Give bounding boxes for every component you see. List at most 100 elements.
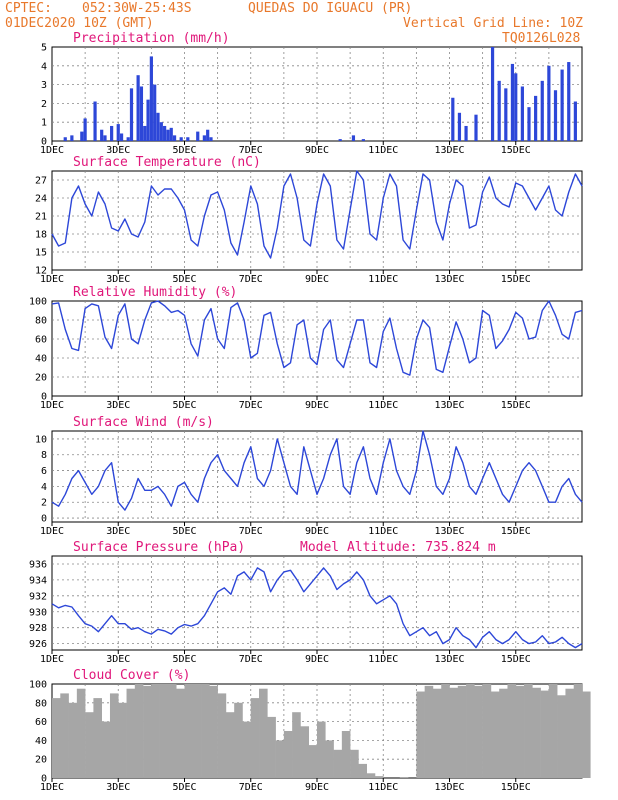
x-tick-label: 9DEC (305, 145, 329, 156)
y-tick-label: 100 (29, 297, 47, 308)
x-tick-label: 3DEC (106, 654, 130, 665)
cloud-bar (85, 712, 94, 778)
x-tick-label: 7DEC (239, 145, 263, 156)
precip-bar (361, 139, 365, 141)
cloud-bar (325, 740, 334, 778)
y-tick-label: 6 (41, 466, 47, 477)
precip-bar (169, 127, 173, 141)
y-tick-label: 0 (41, 137, 47, 148)
precip-bar (510, 63, 515, 141)
x-tick-label: 15DEC (501, 145, 531, 156)
cloud-bar (151, 684, 160, 778)
x-tick-label: 15DEC (501, 782, 531, 793)
precip-bar (202, 135, 206, 141)
cloud-bar (292, 712, 301, 778)
y-tick-label: 936 (29, 559, 47, 570)
x-tick-label: 5DEC (172, 400, 196, 411)
cloud-bar (234, 702, 243, 778)
x-tick-label: 5DEC (172, 654, 196, 665)
precip-bar (70, 135, 74, 141)
precip-bar (110, 125, 114, 141)
cloud-bar (317, 721, 326, 778)
y-tick-label: 21 (35, 212, 47, 223)
x-tick-label: 11DEC (368, 782, 398, 793)
x-tick-label: 5DEC (172, 782, 196, 793)
coordinates: 052:30W-25:43S (82, 1, 192, 16)
y-tick-label: 5 (41, 43, 47, 54)
cloud-bar (275, 740, 285, 778)
y-tick-label: 80 (35, 698, 47, 709)
precip-bar (457, 112, 462, 141)
precip-bar (156, 112, 160, 141)
cloud-bar (482, 684, 492, 778)
precip-bar (103, 135, 107, 141)
precip-bar (153, 84, 157, 141)
cloud-bar (515, 685, 525, 778)
x-tick-label: 11DEC (368, 274, 398, 285)
precip-bar (129, 88, 134, 141)
precip-bar (553, 90, 558, 141)
precip-bar (100, 129, 104, 141)
cloud-bar (416, 691, 425, 778)
precip-bar (540, 80, 544, 141)
chart-header: CPTEC: 052:30W-25:43S QUEDAS DO IGUACU (… (0, 0, 618, 48)
cloud-bar (76, 688, 86, 778)
cloud-bar (565, 688, 575, 778)
series-line (51, 300, 583, 376)
y-tick-label: 8 (41, 450, 47, 461)
y-tick-label: 1 (41, 118, 47, 129)
cloud-bar (225, 712, 235, 778)
x-tick-label: 13DEC (434, 274, 464, 285)
precip-bar (573, 101, 577, 141)
precip-bar (547, 65, 551, 141)
x-tick-label: 15DEC (501, 526, 531, 537)
cloud-bar (242, 721, 252, 778)
panel-1: 0 1 2 3 4 5 1DEC 3DEC 5DEC 7DEC 9DEC 11DEC 13DEC 15DE… (40, 31, 583, 156)
precip-bar (497, 80, 501, 141)
cloud-bar (250, 698, 260, 778)
cloud-bar (540, 690, 550, 778)
cloud-bar (573, 684, 583, 778)
cloud-bar (68, 702, 78, 778)
x-tick-label: 13DEC (434, 400, 464, 411)
cloud-bar (259, 688, 268, 778)
cloud-bar (143, 685, 152, 778)
panel-2: 12 15 18 21 24 27 1DEC 3DEC 5DEC 7DEC 9DEC 11DEC 13D… (35, 155, 583, 285)
x-tick-label: 1DEC (40, 782, 64, 793)
x-tick-label: 3DEC (106, 526, 130, 537)
precip-bar (464, 125, 468, 141)
model-altitude: Model Altitude: 735.824 m (300, 540, 496, 555)
precip-bar (351, 135, 356, 141)
x-tick-label: 13DEC (434, 782, 464, 793)
precip-bar (490, 47, 495, 141)
cloud-bar (333, 749, 343, 778)
precip-bar (83, 118, 87, 141)
cloud-bar (118, 702, 127, 778)
precip-bar (186, 137, 190, 141)
panel-title: Cloud Cover (%) (73, 668, 190, 683)
y-tick-label: 0 (41, 774, 47, 785)
x-tick-label: 9DEC (305, 654, 329, 665)
x-tick-label: 13DEC (434, 526, 464, 537)
y-tick-label: 40 (35, 736, 47, 747)
cloud-bar (283, 731, 293, 778)
panel-5: 926 928 930 932 934 936 1DEC 3DEC 5DEC 7DEC 9DEC 11… (29, 540, 583, 665)
cloud-bar (582, 691, 591, 778)
source-label: CPTEC: (5, 1, 52, 16)
x-tick-label: 11DEC (368, 145, 398, 156)
y-tick-label: 60 (35, 717, 47, 728)
cloud-bar (159, 684, 169, 778)
y-tick-label: 926 (29, 639, 47, 650)
cloud-bar (209, 685, 218, 778)
station-name: QUEDAS DO IGUACU (PR) (248, 1, 413, 16)
x-tick-label: 1DEC (40, 400, 64, 411)
precip-bar (504, 88, 508, 141)
precip-bar (527, 107, 531, 141)
cloud-bar (308, 745, 318, 778)
precip-bar (514, 73, 518, 141)
cloud-bar (101, 721, 111, 778)
precip-bar (159, 122, 163, 141)
x-tick-label: 15DEC (501, 400, 531, 411)
x-tick-label: 3DEC (106, 782, 130, 793)
cloud-bar (507, 684, 517, 778)
